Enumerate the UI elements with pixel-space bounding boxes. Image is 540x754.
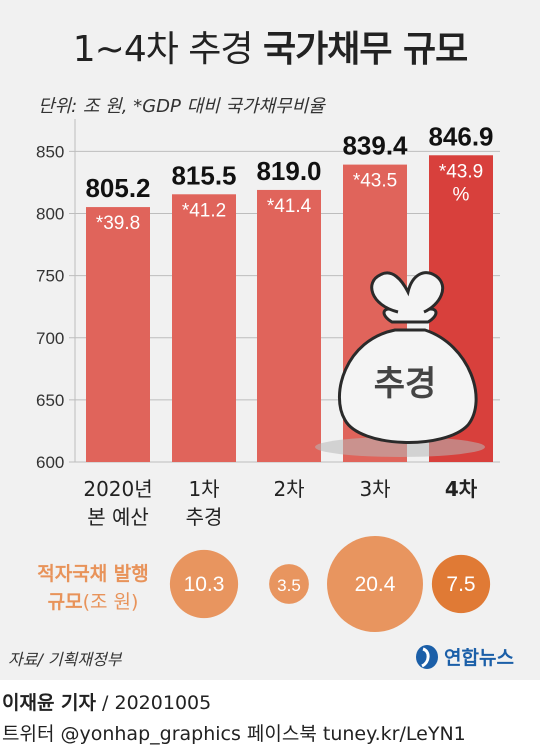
bond-issuance-label: 적자국채 발행 규모(조 원) xyxy=(18,560,168,616)
bar-value-label: 805.2 xyxy=(85,173,150,203)
category-label: 본 예산 xyxy=(87,505,149,529)
y-tick-label: 650 xyxy=(36,391,64,410)
gdp-ratio-label: *43.5 xyxy=(353,171,397,192)
unit-note: 단위: 조 원, *GDP 대비 국가채무비율 xyxy=(38,96,325,117)
issuance-bubble xyxy=(169,549,239,619)
credit-date: / 20201005 xyxy=(96,692,212,714)
reporter-name: 이재윤 기자 xyxy=(2,692,97,714)
category-label: 1차 xyxy=(188,477,219,501)
y-tick-label: 850 xyxy=(36,142,64,161)
yonhap-logo-text: 연합뉴스 xyxy=(444,646,514,669)
yonhap-logo: 연합뉴스 xyxy=(414,640,534,672)
category-label: 2020년 xyxy=(83,477,152,501)
bar-2 xyxy=(257,189,321,462)
gdp-ratio-label: *43.9 xyxy=(439,161,483,182)
category-label: 4차 xyxy=(445,477,478,501)
source-note: 자료/ 기획재정부 xyxy=(8,650,122,669)
social-credit: 트위터 @yonhap_graphics 페이스북 tuney.kr/LeYN1 xyxy=(2,723,466,745)
issuance-value-label: 20.4 xyxy=(355,573,396,596)
issuance-bubble xyxy=(327,536,423,632)
bar-value-label: 846.9 xyxy=(428,121,493,151)
issuance-value-label: 3.5 xyxy=(277,576,301,595)
bond-issuance-unit: (조 원) xyxy=(82,591,139,613)
money-bag-illustration: 추경 xyxy=(315,271,485,457)
bond-issuance-label-line1: 적자국채 발행 xyxy=(37,563,149,585)
category-label: 3차 xyxy=(359,477,390,501)
reporter-credit: 이재윤 기자 / 20201005 xyxy=(2,688,211,715)
issuance-bubble xyxy=(431,554,491,614)
gdp-ratio-label: % xyxy=(453,184,470,205)
bar-value-label: 815.5 xyxy=(171,160,236,190)
issuance-bubble xyxy=(269,564,309,604)
gdp-ratio-label: *39.8 xyxy=(96,213,140,234)
y-tick-label: 750 xyxy=(36,267,64,286)
title-regular: 1~4차 추경 xyxy=(72,29,254,70)
category-label: 2차 xyxy=(273,477,304,501)
bar-1 xyxy=(172,194,236,462)
y-tick-label: 800 xyxy=(36,205,64,224)
category-label: 추경 xyxy=(186,505,223,529)
yonhap-logo-icon xyxy=(416,645,438,669)
bar-value-label: 819.0 xyxy=(256,156,321,186)
title-bold: 국가채무 규모 xyxy=(262,29,468,70)
bar-0 xyxy=(86,207,150,462)
gdp-ratio-label: *41.2 xyxy=(182,200,226,221)
chart-title: 1~4차 추경 국가채무 규모 xyxy=(0,20,540,72)
y-tick-label: 600 xyxy=(36,453,64,472)
bond-issuance-label-bold: 규모 xyxy=(47,591,83,613)
illustration-label: 추경 xyxy=(374,364,437,404)
bond-issuance-label-line2: 규모(조 원) xyxy=(18,588,168,616)
y-tick-label: 700 xyxy=(36,329,64,348)
bar-value-label: 839.4 xyxy=(342,131,408,161)
issuance-value-label: 7.5 xyxy=(446,573,475,596)
issuance-value-label: 10.3 xyxy=(184,573,225,596)
gdp-ratio-label: *41.4 xyxy=(267,196,312,217)
